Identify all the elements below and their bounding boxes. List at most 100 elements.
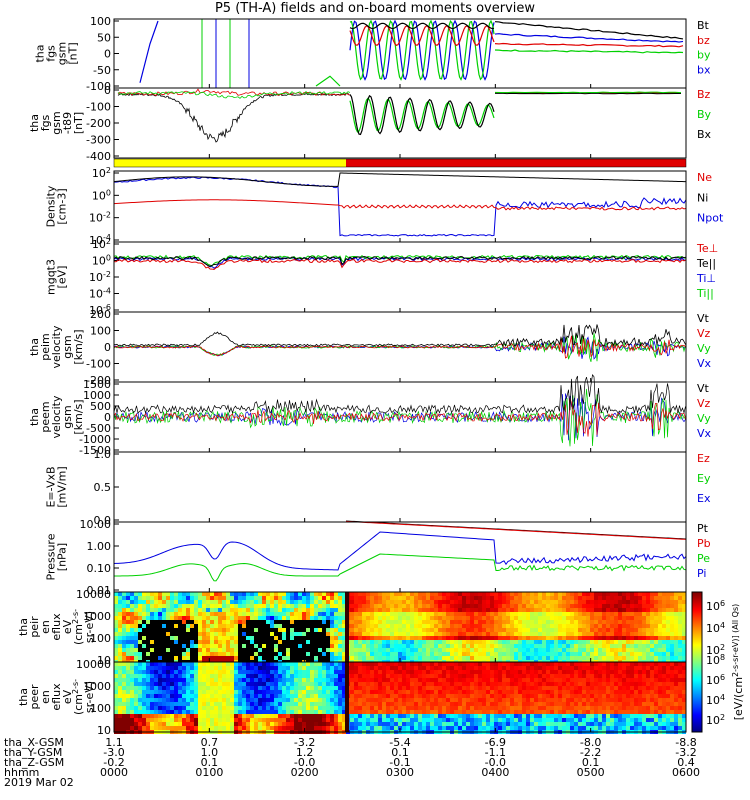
spectro-cell — [430, 698, 434, 702]
spectro-cell — [514, 694, 518, 698]
spectro-cell — [190, 666, 194, 670]
spectro-cell — [206, 682, 210, 686]
spectro-cell — [138, 690, 142, 694]
spectro-cell — [514, 690, 518, 694]
spectro-cell — [398, 624, 402, 628]
spectro-cell — [398, 608, 402, 612]
spectro-cell — [530, 666, 534, 670]
spectro-cell — [258, 682, 262, 686]
spectro-cell — [302, 596, 306, 600]
spectro-cell — [410, 656, 414, 660]
spectro-cell — [450, 726, 454, 730]
spectro-cell — [570, 714, 574, 718]
spectro-cell — [242, 670, 246, 674]
spectro-cell — [238, 644, 242, 648]
spectro-cell — [370, 604, 374, 608]
spectro-cell — [462, 596, 466, 600]
spectro-cell — [282, 674, 286, 678]
spectro-cell — [682, 608, 686, 612]
spectro-cell — [146, 662, 150, 666]
spectro-cell — [562, 616, 566, 620]
spectro-cell — [666, 652, 670, 656]
spectro-cell — [394, 596, 398, 600]
spectro-cell — [394, 686, 398, 690]
spectro-cell — [234, 616, 238, 620]
spectro-cell — [266, 604, 270, 608]
spectro-cell — [326, 656, 330, 660]
ytick-label: 100 — [90, 632, 111, 645]
spectro-cell — [294, 702, 298, 706]
spectro-cell — [422, 616, 426, 620]
spectro-cell — [454, 674, 458, 678]
spectro-cell — [282, 628, 286, 632]
spectro-cell — [658, 624, 662, 628]
spectro-cell — [598, 722, 602, 726]
spectro-cell — [170, 636, 174, 640]
spectro-cell — [378, 640, 382, 644]
spectro-cell — [546, 670, 550, 674]
spectro-cell — [218, 662, 222, 666]
spectro-cell — [654, 640, 658, 644]
spectro-cell — [446, 616, 450, 620]
spectro-cell — [502, 662, 506, 666]
spectro-cell — [382, 662, 386, 666]
spectro-cell — [386, 674, 390, 678]
spectro-cell — [154, 608, 158, 612]
spectro-cell — [666, 612, 670, 616]
ytick-label: 102 — [92, 237, 111, 251]
spectro-cell — [338, 600, 342, 604]
spectro-cell — [482, 706, 486, 710]
spectro-cell — [598, 678, 602, 682]
spectro-cell — [630, 656, 634, 660]
spectro-cell — [626, 636, 630, 640]
spectro-cell — [386, 608, 390, 612]
spectro-cell — [142, 592, 146, 596]
spectro-cell — [222, 612, 226, 616]
spectro-cell — [442, 710, 446, 714]
spectro-cell — [498, 702, 502, 706]
spectro-cell — [354, 702, 358, 706]
spectro-cell — [262, 608, 266, 612]
spectro-cell — [310, 722, 314, 726]
spectro-cell — [526, 674, 530, 678]
spectro-cell — [630, 628, 634, 632]
spectro-cell — [414, 686, 418, 690]
spectro-cell — [358, 682, 362, 686]
spectro-cell — [406, 612, 410, 616]
spectro-cell — [450, 718, 454, 722]
spectro-cell — [270, 694, 274, 698]
spectro-cell — [134, 718, 138, 722]
spectro-cell — [234, 686, 238, 690]
spectro-cell — [382, 596, 386, 600]
spectro-cell — [402, 662, 406, 666]
spectro-cell — [166, 682, 170, 686]
spectro-cell — [274, 624, 278, 628]
spectro-cell — [226, 648, 230, 652]
spectro-cell — [390, 652, 394, 656]
spectro-cell — [422, 596, 426, 600]
spectro-cell — [234, 644, 238, 648]
spectro-cell — [610, 648, 614, 652]
spectro-cell — [394, 640, 398, 644]
spectro-cell — [542, 670, 546, 674]
spectro-cell — [646, 656, 650, 660]
spectro-cell — [290, 616, 294, 620]
spectro-cell — [418, 666, 422, 670]
spectro-cell — [258, 656, 262, 660]
spectro-cell — [302, 670, 306, 674]
spectro-cell — [578, 714, 582, 718]
spectro-cell — [410, 592, 414, 596]
spectro-cell — [446, 666, 450, 670]
spectro-cell — [138, 694, 142, 698]
spectro-cell — [370, 722, 374, 726]
spectro-cell — [262, 670, 266, 674]
spectro-cell — [334, 632, 338, 636]
spectro-cell — [414, 604, 418, 608]
spectro-cell — [314, 706, 318, 710]
spectro-cell — [314, 612, 318, 616]
spectro-cell — [558, 722, 562, 726]
spectro-cell — [414, 648, 418, 652]
spectro-cell — [114, 656, 118, 660]
spectro-cell — [518, 596, 522, 600]
spectro-cell — [134, 600, 138, 604]
